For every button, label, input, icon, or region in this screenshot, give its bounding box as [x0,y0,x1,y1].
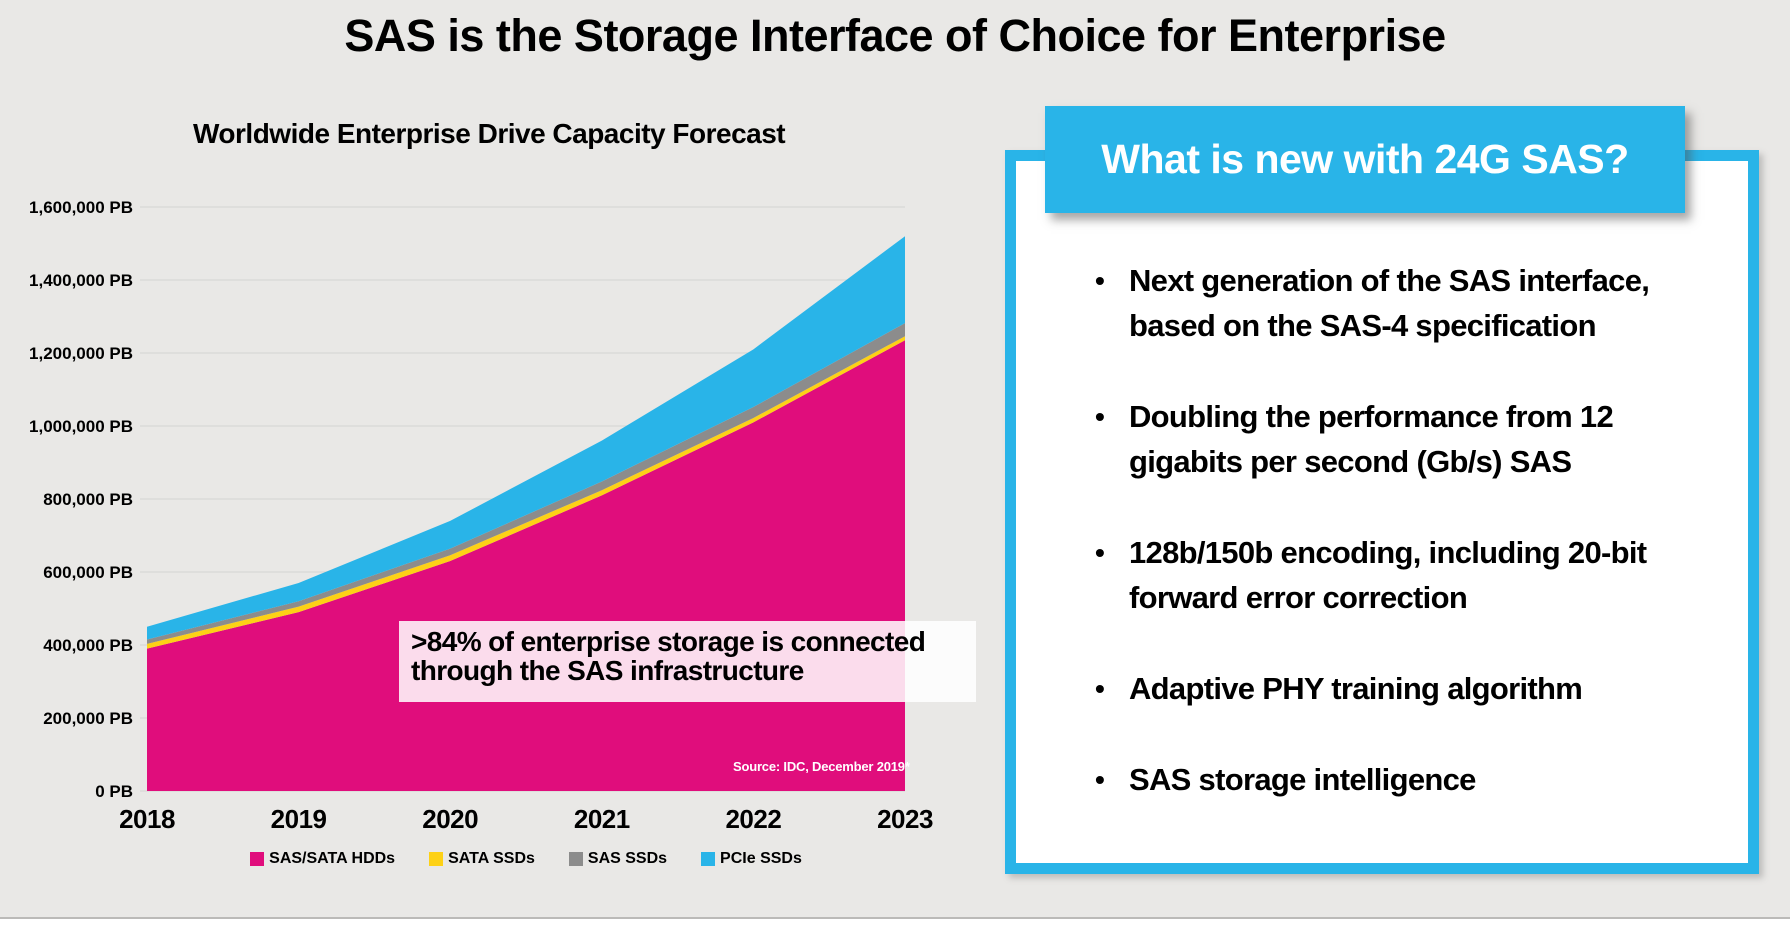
legend-item-sas-sata-hdds: SAS/SATA HDDs [250,850,395,868]
legend-item-pcie-ssds: PCIe SSDs [701,850,802,868]
legend-label: SAS/SATA HDDs [269,850,396,867]
bullet-text: Next generation of the SAS interface, ba… [1129,263,1650,343]
bullet-item: • 128b/150b encoding, including 20-bit fo… [1093,530,1701,620]
info-panel [1005,150,1759,874]
x-tick-label: 2021 [574,804,630,834]
y-tick-label: 400,000 PB [43,636,133,655]
area-series-sas-sata-hdds [147,340,905,791]
bullet-item: • Next generation of the SAS interface, b… [1093,258,1701,348]
source-note: Source: IDC, December 2019* [733,759,910,774]
bullet-dot: • [1095,673,1105,704]
x-tick-label: 2020 [422,804,478,834]
panel-header: What is new with 24G SAS? [1045,106,1685,213]
panel-bullet-list: • Next generation of the SAS interface, b… [1093,258,1701,848]
bullet-dot: • [1095,265,1105,296]
callout-text: >84% of enterprise storage is connected … [411,626,926,687]
chart-plot: 0 PB 200,000 PB 400,000 PB 600,000 PB 800,00… [29,198,933,834]
y-tick-label: 1,400,000 PB [29,271,133,290]
legend-swatch [568,852,583,866]
bullet-text: Doubling the performance from 12 gigabit… [1129,399,1614,479]
bullet-text: 128b/150b encoding, including 20-bit for… [1129,535,1647,615]
y-tick-label: 600,000 PB [43,563,133,582]
legend-item-sata-ssds: SATA SSDs [429,850,535,868]
y-tick-label: 1,600,000 PB [29,198,133,217]
bullet-text: Adaptive PHY training algorithm [1129,671,1583,706]
page-title: SAS is the Storage Interface of Choice f… [344,10,1446,61]
bullet-dot: • [1095,764,1105,795]
bullet-text: SAS storage intelligence [1129,762,1476,797]
legend-swatch [429,852,444,866]
bullet-item: • Doubling the performance from 12 gigabi… [1093,394,1701,484]
y-tick-label: 1,200,000 PB [29,344,133,363]
chart-title: Worldwide Enterprise Drive Capacity Fore… [193,118,786,149]
y-tick-label: 0 PB [95,782,133,801]
chart-legend: SAS/SATA HDDs SATA SSDs SAS SSDs PCIe SSDs [147,850,905,868]
bullet-item: • Adaptive PHY training algorithm [1093,666,1701,711]
bullet-dot: • [1095,401,1105,432]
legend-item-sas-ssds: SAS SSDs [568,850,668,868]
y-tick-label: 200,000 PB [43,709,133,728]
y-tick-label: 1,000,000 PB [29,417,133,436]
legend-swatch [701,852,716,866]
legend-swatch [250,852,265,866]
legend-label: SAS SSDs [587,850,668,867]
y-tick-label: 800,000 PB [43,490,133,509]
bullet-dot: • [1095,537,1105,568]
x-tick-label: 2018 [119,804,175,834]
callout-box: >84% of enterprise storage is connected … [399,621,976,702]
x-tick-label: 2022 [725,804,781,834]
x-tick-label: 2023 [877,804,933,834]
x-tick-label: 2019 [271,804,327,834]
legend-label: PCIe SSDs [720,850,802,867]
legend-label: SATA SSDs [448,850,535,867]
bullet-item: • SAS storage intelligence [1093,757,1701,802]
